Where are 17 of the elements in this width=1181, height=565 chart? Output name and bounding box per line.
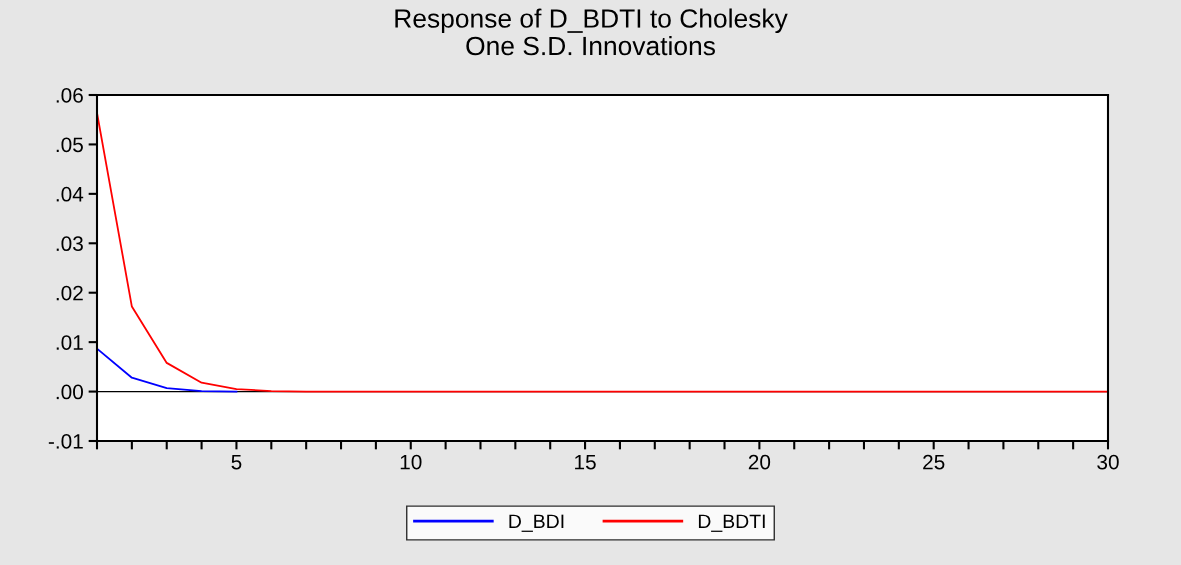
legend-label: D_BDTI bbox=[698, 514, 765, 532]
x-tick-label: 20 bbox=[748, 454, 771, 470]
y-tick-label: .02 bbox=[56, 285, 83, 301]
chart-title: Response of D_BDTI to Cholesky One S.D. Innovations bbox=[395, 8, 788, 56]
y-tick-label: .01 bbox=[56, 335, 83, 350]
y-tick-label: .06 bbox=[56, 88, 83, 103]
x-tick-label: 30 bbox=[1097, 454, 1119, 470]
x-tick-label: 25 bbox=[923, 454, 945, 470]
y-tick-label: .03 bbox=[56, 236, 83, 252]
y-tick-label: -.01 bbox=[48, 434, 83, 449]
x-tick-label: 5 bbox=[231, 454, 242, 470]
y-tick-label: .05 bbox=[56, 137, 83, 153]
x-tick-label: 15 bbox=[575, 454, 596, 470]
legend-label: D_BDI bbox=[509, 514, 564, 532]
y-tick-label: .00 bbox=[56, 384, 83, 400]
y-tick-label: .04 bbox=[56, 186, 84, 202]
x-tick-label: 10 bbox=[400, 454, 422, 470]
